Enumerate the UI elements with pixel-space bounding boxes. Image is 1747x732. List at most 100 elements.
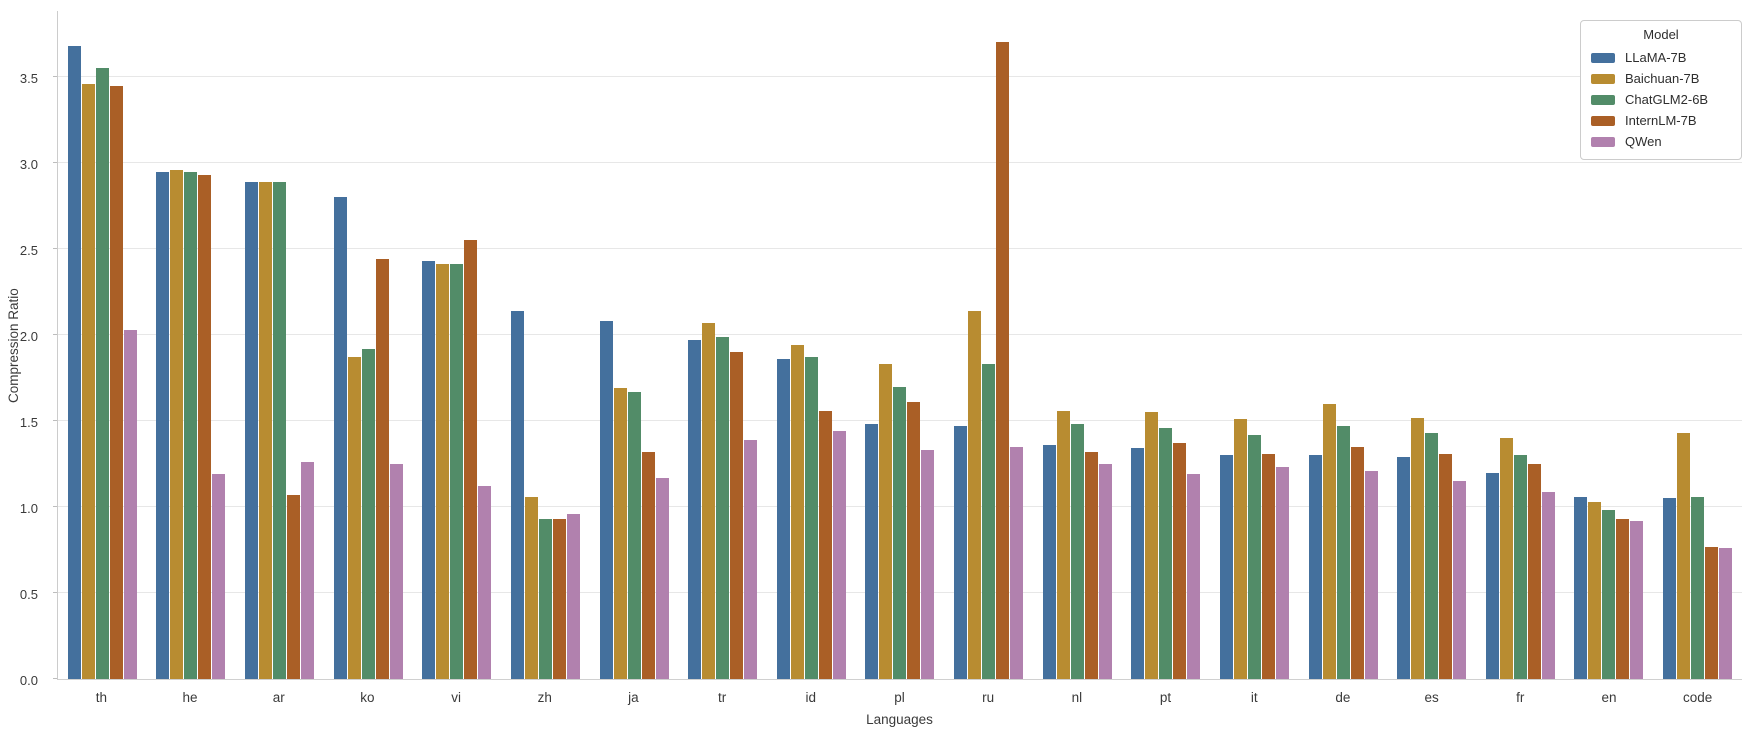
bar-code-InternLM-7B — [1705, 546, 1719, 679]
xtick-label-zh: zh — [537, 690, 552, 705]
bar-nl-ChatGLM2-6B — [1070, 424, 1084, 679]
bar-es-QWen — [1453, 481, 1467, 679]
bar-it-Baichuan-7B — [1233, 419, 1247, 679]
bar-th-Baichuan-7B — [81, 83, 95, 679]
bar-it-QWen — [1275, 467, 1289, 679]
bar-pt-Baichuan-7B — [1145, 412, 1159, 679]
xtick-label-id: id — [805, 690, 817, 705]
bar-ru-ChatGLM2-6B — [982, 364, 996, 679]
ytick-label: 3.0 — [19, 156, 38, 172]
ytick-label: 3.5 — [19, 70, 38, 86]
bar-fr-Baichuan-7B — [1499, 438, 1513, 679]
bar-it-LLaMA-7B — [1219, 455, 1233, 679]
bar-group-vi — [413, 11, 502, 679]
xtick-label-code: code — [1683, 690, 1713, 705]
ytick-label: 1.5 — [19, 414, 38, 430]
bar-zh-InternLM-7B — [552, 519, 566, 679]
legend-item-Baichuan-7B: Baichuan-7B — [1591, 68, 1731, 89]
bar-code-Baichuan-7B — [1677, 433, 1691, 679]
legend-label: Baichuan-7B — [1625, 71, 1700, 86]
bar-fr-InternLM-7B — [1527, 463, 1541, 679]
legend-swatch-icon — [1591, 52, 1615, 63]
bar-group-es — [1387, 11, 1476, 679]
bar-tr-ChatGLM2-6B — [716, 336, 730, 679]
bar-nl-LLaMA-7B — [1042, 445, 1056, 679]
bar-groups — [58, 11, 1742, 679]
legend-label: InternLM-7B — [1625, 113, 1697, 128]
bar-fr-LLaMA-7B — [1485, 472, 1499, 679]
bar-code-LLaMA-7B — [1663, 498, 1677, 679]
bar-group-en — [1565, 11, 1654, 679]
legend-label: LLaMA-7B — [1625, 50, 1687, 65]
legend-item-LLaMA-7B: LLaMA-7B — [1591, 47, 1731, 68]
legend-label: ChatGLM2-6B — [1625, 92, 1709, 107]
bar-he-QWen — [212, 474, 226, 679]
ytick-mark — [53, 505, 57, 507]
legend-swatch-icon — [1591, 136, 1615, 147]
bar-vi-InternLM-7B — [464, 240, 478, 679]
bar-nl-QWen — [1098, 463, 1112, 679]
bar-id-QWen — [832, 431, 846, 679]
ytick-label: 2.0 — [19, 328, 38, 344]
xtick-label-ko: ko — [360, 690, 375, 705]
legend-swatch-icon — [1591, 73, 1615, 84]
bar-th-LLaMA-7B — [67, 45, 81, 679]
bar-de-ChatGLM2-6B — [1336, 426, 1350, 679]
xtick-label-es: es — [1424, 690, 1439, 705]
bar-he-ChatGLM2-6B — [184, 171, 198, 679]
bar-en-QWen — [1630, 520, 1644, 679]
bar-group-code — [1653, 11, 1742, 679]
xtick-label-en: en — [1601, 690, 1617, 705]
legend-item-QWen: QWen — [1591, 131, 1731, 152]
legend-label: QWen — [1625, 134, 1662, 149]
bar-group-de — [1299, 11, 1388, 679]
bar-tr-LLaMA-7B — [688, 340, 702, 679]
ytick-label: 0.0 — [19, 673, 38, 688]
bar-zh-LLaMA-7B — [510, 310, 524, 679]
bar-pl-InternLM-7B — [907, 402, 921, 679]
bar-pl-Baichuan-7B — [879, 364, 893, 679]
bar-it-InternLM-7B — [1261, 453, 1275, 679]
bar-ko-Baichuan-7B — [347, 357, 361, 679]
xtick-label-he: he — [182, 690, 198, 705]
xtick-label-fr: fr — [1516, 690, 1525, 705]
plot-area: 0.0 0.5 1.0 1.5 2.0 2.5 3.0 3.5 — [20, 11, 1742, 687]
bar-group-ko — [324, 11, 413, 679]
bar-en-ChatGLM2-6B — [1602, 510, 1616, 679]
legend-title: Model — [1643, 27, 1679, 42]
bar-id-ChatGLM2-6B — [804, 357, 818, 679]
bar-ru-InternLM-7B — [996, 42, 1010, 679]
bar-group-ru — [944, 11, 1033, 679]
bar-ja-ChatGLM2-6B — [627, 391, 641, 679]
bar-he-InternLM-7B — [198, 174, 212, 679]
bar-he-Baichuan-7B — [170, 169, 184, 679]
bar-es-InternLM-7B — [1439, 453, 1453, 679]
bar-en-LLaMA-7B — [1574, 496, 1588, 679]
y-axis-title: Compression Ratio — [6, 288, 21, 403]
bar-vi-ChatGLM2-6B — [450, 264, 464, 679]
bar-pt-ChatGLM2-6B — [1159, 427, 1173, 679]
bar-code-QWen — [1719, 548, 1733, 679]
gridline-2.0 — [58, 333, 1742, 335]
ytick-label: 0.5 — [19, 586, 38, 602]
bar-de-LLaMA-7B — [1308, 455, 1322, 679]
bar-id-Baichuan-7B — [790, 345, 804, 679]
bar-de-InternLM-7B — [1350, 446, 1364, 679]
bar-nl-Baichuan-7B — [1056, 410, 1070, 679]
bar-zh-ChatGLM2-6B — [538, 519, 552, 679]
bar-ko-QWen — [389, 463, 403, 679]
bar-pt-InternLM-7B — [1173, 443, 1187, 679]
bar-group-tr — [678, 11, 767, 679]
bar-ko-LLaMA-7B — [333, 197, 347, 679]
bar-group-zh — [501, 11, 590, 679]
x-axis-ticks: th he ar ko vi zh ja tr id pl ru nl pt it de es fr en code — [57, 690, 1742, 706]
bar-group-ar — [235, 11, 324, 679]
bar-ar-QWen — [301, 462, 315, 679]
bar-th-QWen — [123, 329, 137, 679]
ytick-mark — [53, 75, 57, 77]
bar-es-LLaMA-7B — [1397, 457, 1411, 679]
bar-id-InternLM-7B — [818, 410, 832, 679]
bar-pl-QWen — [921, 450, 935, 679]
ytick-mark — [53, 591, 57, 593]
xtick-label-it: it — [1250, 690, 1258, 705]
